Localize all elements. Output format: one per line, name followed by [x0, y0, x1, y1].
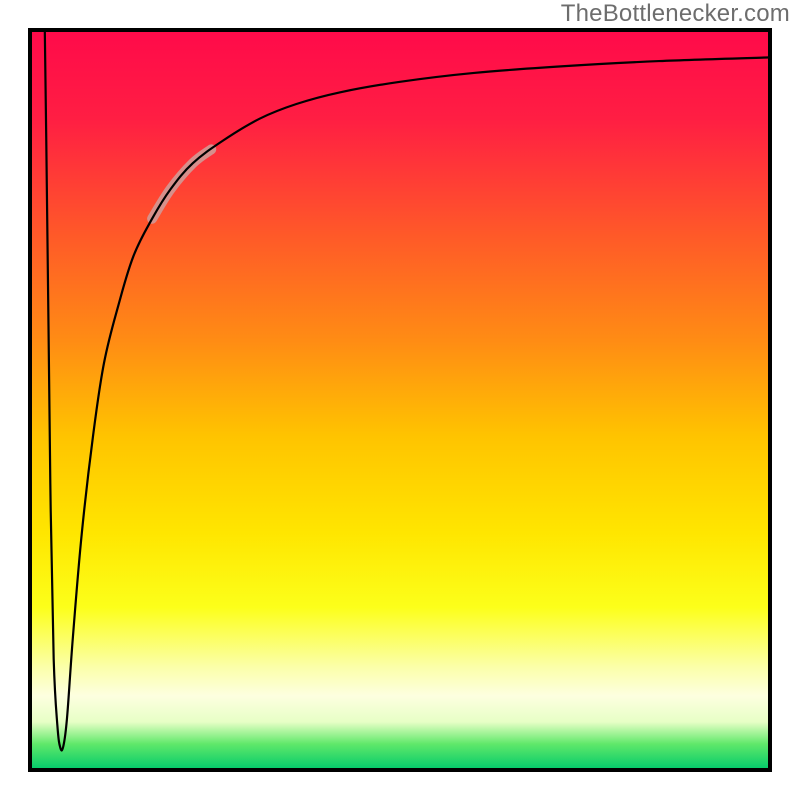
bottleneck-chart — [0, 0, 800, 800]
gradient-background — [30, 30, 770, 770]
watermark-attribution: TheBottlenecker.com — [561, 0, 790, 28]
chart-container: TheBottlenecker.com — [0, 0, 800, 800]
